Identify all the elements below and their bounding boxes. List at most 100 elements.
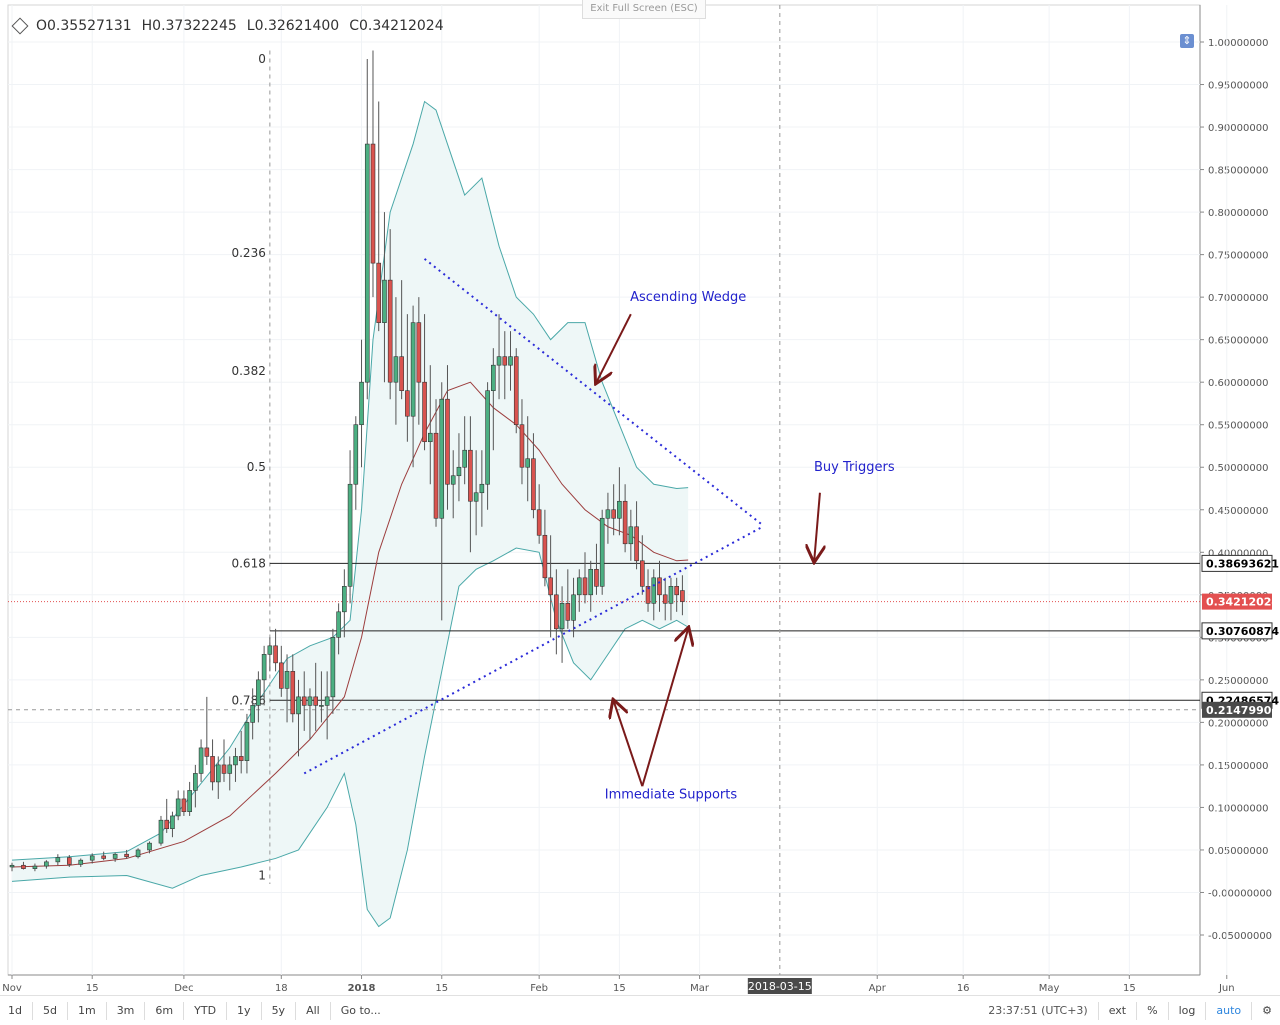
range-button-1y[interactable]: 1y	[237, 1003, 251, 1017]
price-tag-upper: 0.38693621	[1206, 557, 1279, 570]
candle-body	[135, 849, 141, 858]
candle-body	[261, 654, 267, 681]
annotation-arrow	[641, 629, 688, 787]
candle-body	[525, 458, 531, 468]
price-chart[interactable]: 1.00000000 0.95000000 0.90000000 0.85000000…	[0, 0, 1280, 995]
candle-body	[244, 722, 250, 761]
candle-body	[399, 356, 404, 391]
range-button-ytd[interactable]: YTD	[194, 1003, 217, 1017]
candle-body	[554, 594, 559, 630]
x-tick-label: Dec	[174, 983, 193, 994]
candle-body	[89, 855, 95, 861]
candle-body	[628, 526, 634, 545]
candle-body	[21, 864, 26, 869]
candle-body	[307, 696, 313, 706]
log-toggle[interactable]: log	[1178, 1003, 1196, 1017]
candle-body	[674, 586, 679, 596]
candle-body	[221, 764, 227, 774]
candle-body	[542, 534, 548, 579]
candle-body	[582, 577, 588, 596]
y-tick-label: 1.00000000	[1208, 38, 1268, 49]
y-tick-label: 0.20000000	[1208, 718, 1268, 729]
candle-body	[427, 432, 433, 443]
ext-toggle[interactable]: ext	[1108, 1003, 1127, 1017]
goto-button[interactable]: Go to...	[340, 1003, 381, 1017]
candle-body	[513, 356, 519, 426]
auto-toggle[interactable]: auto	[1216, 1003, 1242, 1017]
candle-body	[101, 855, 106, 859]
exit-fullscreen-button[interactable]: Exit Full Screen (ESC)	[582, 0, 706, 19]
candle-body	[508, 356, 513, 366]
x-tick-label: Jun	[1218, 983, 1235, 994]
range-button-1d[interactable]: 1d	[8, 1003, 22, 1017]
range-button-all[interactable]: All	[306, 1003, 320, 1017]
percent-toggle[interactable]: %	[1147, 1003, 1158, 1017]
candle-body	[170, 815, 175, 829]
y-tick-label: -0.00000000	[1208, 888, 1272, 899]
x-tick-label: 15	[86, 983, 99, 994]
gear-icon[interactable]: ⚙	[1262, 1003, 1272, 1017]
y-tick-label: 0.70000000	[1208, 293, 1268, 304]
candle-body	[158, 819, 164, 844]
ohlc-legend: O0.35527131 H0.37322245 L0.32621400 C0.3…	[11, 17, 444, 35]
candle-body	[290, 671, 296, 715]
candle-body	[175, 798, 181, 817]
candle-body	[279, 662, 284, 689]
series-marker-icon	[11, 17, 29, 35]
range-button-1m[interactable]: 1m	[77, 1003, 96, 1017]
price-tag-lower-bg	[1201, 622, 1273, 640]
annotation-label: Ascending Wedge	[630, 290, 746, 305]
candle-body	[204, 747, 210, 757]
y-tick-label: 0.95000000	[1208, 81, 1268, 92]
y-tick-label: 0.90000000	[1208, 123, 1268, 134]
candle-body	[668, 586, 674, 604]
candle-body	[9, 864, 15, 868]
candle-body	[502, 356, 508, 366]
candle-body	[588, 568, 594, 596]
y-tick-label: 0.45000000	[1208, 506, 1268, 517]
price-tag-upper-bg	[1201, 554, 1273, 572]
wedge-trendline	[303, 525, 764, 775]
candle-body	[78, 859, 84, 865]
candle-body	[548, 577, 553, 596]
candle-body	[416, 322, 422, 383]
annotation-arrow	[596, 313, 632, 382]
candle-body	[393, 356, 399, 383]
candle-body	[193, 773, 198, 791]
range-button-6m[interactable]: 6m	[155, 1003, 174, 1017]
price-tag-lower: 0.30760874	[1206, 625, 1279, 638]
candle-body	[353, 424, 359, 485]
candle-body	[273, 645, 278, 664]
x-tick-label: May	[1039, 983, 1060, 994]
candle-body	[256, 679, 261, 706]
candle-body	[645, 586, 651, 604]
candle-body	[267, 645, 273, 655]
candle-body	[422, 381, 427, 443]
clock: 23:37:51 (UTC+3)	[988, 1004, 1088, 1017]
candle-body	[233, 756, 238, 766]
fib-level-label: 1	[258, 868, 266, 882]
candle-body	[605, 509, 611, 519]
range-button-5d[interactable]: 5d	[42, 1003, 57, 1017]
candle-body	[330, 637, 336, 698]
range-button-3m[interactable]: 3m	[116, 1003, 135, 1017]
y-tick-label: 0.10000000	[1208, 803, 1268, 814]
candle-body	[611, 509, 616, 519]
ohlc-low: L0.32621400	[246, 18, 340, 34]
y-tick-label: 0.05000000	[1208, 846, 1268, 857]
candle-body	[147, 842, 152, 851]
candle-body	[342, 586, 347, 613]
candle-body	[44, 861, 49, 867]
scale-toggle-icon[interactable]: ⇕	[1180, 34, 1194, 48]
x-tick-label: 15	[613, 983, 626, 994]
range-button-5y[interactable]: 5y	[271, 1003, 286, 1017]
price-tag-cursor: 0.21479903	[1206, 704, 1279, 717]
range-buttons: 1d 5d 1m 3m 6m YTD 1y 5y All	[0, 997, 328, 1025]
y-tick-label: 0.55000000	[1208, 421, 1268, 432]
candle-body	[227, 764, 233, 774]
y-tick-label: 0.60000000	[1208, 378, 1268, 389]
y-tick-label: 0.25000000	[1208, 676, 1268, 687]
candle-body	[55, 857, 61, 863]
candle-body	[651, 577, 657, 604]
